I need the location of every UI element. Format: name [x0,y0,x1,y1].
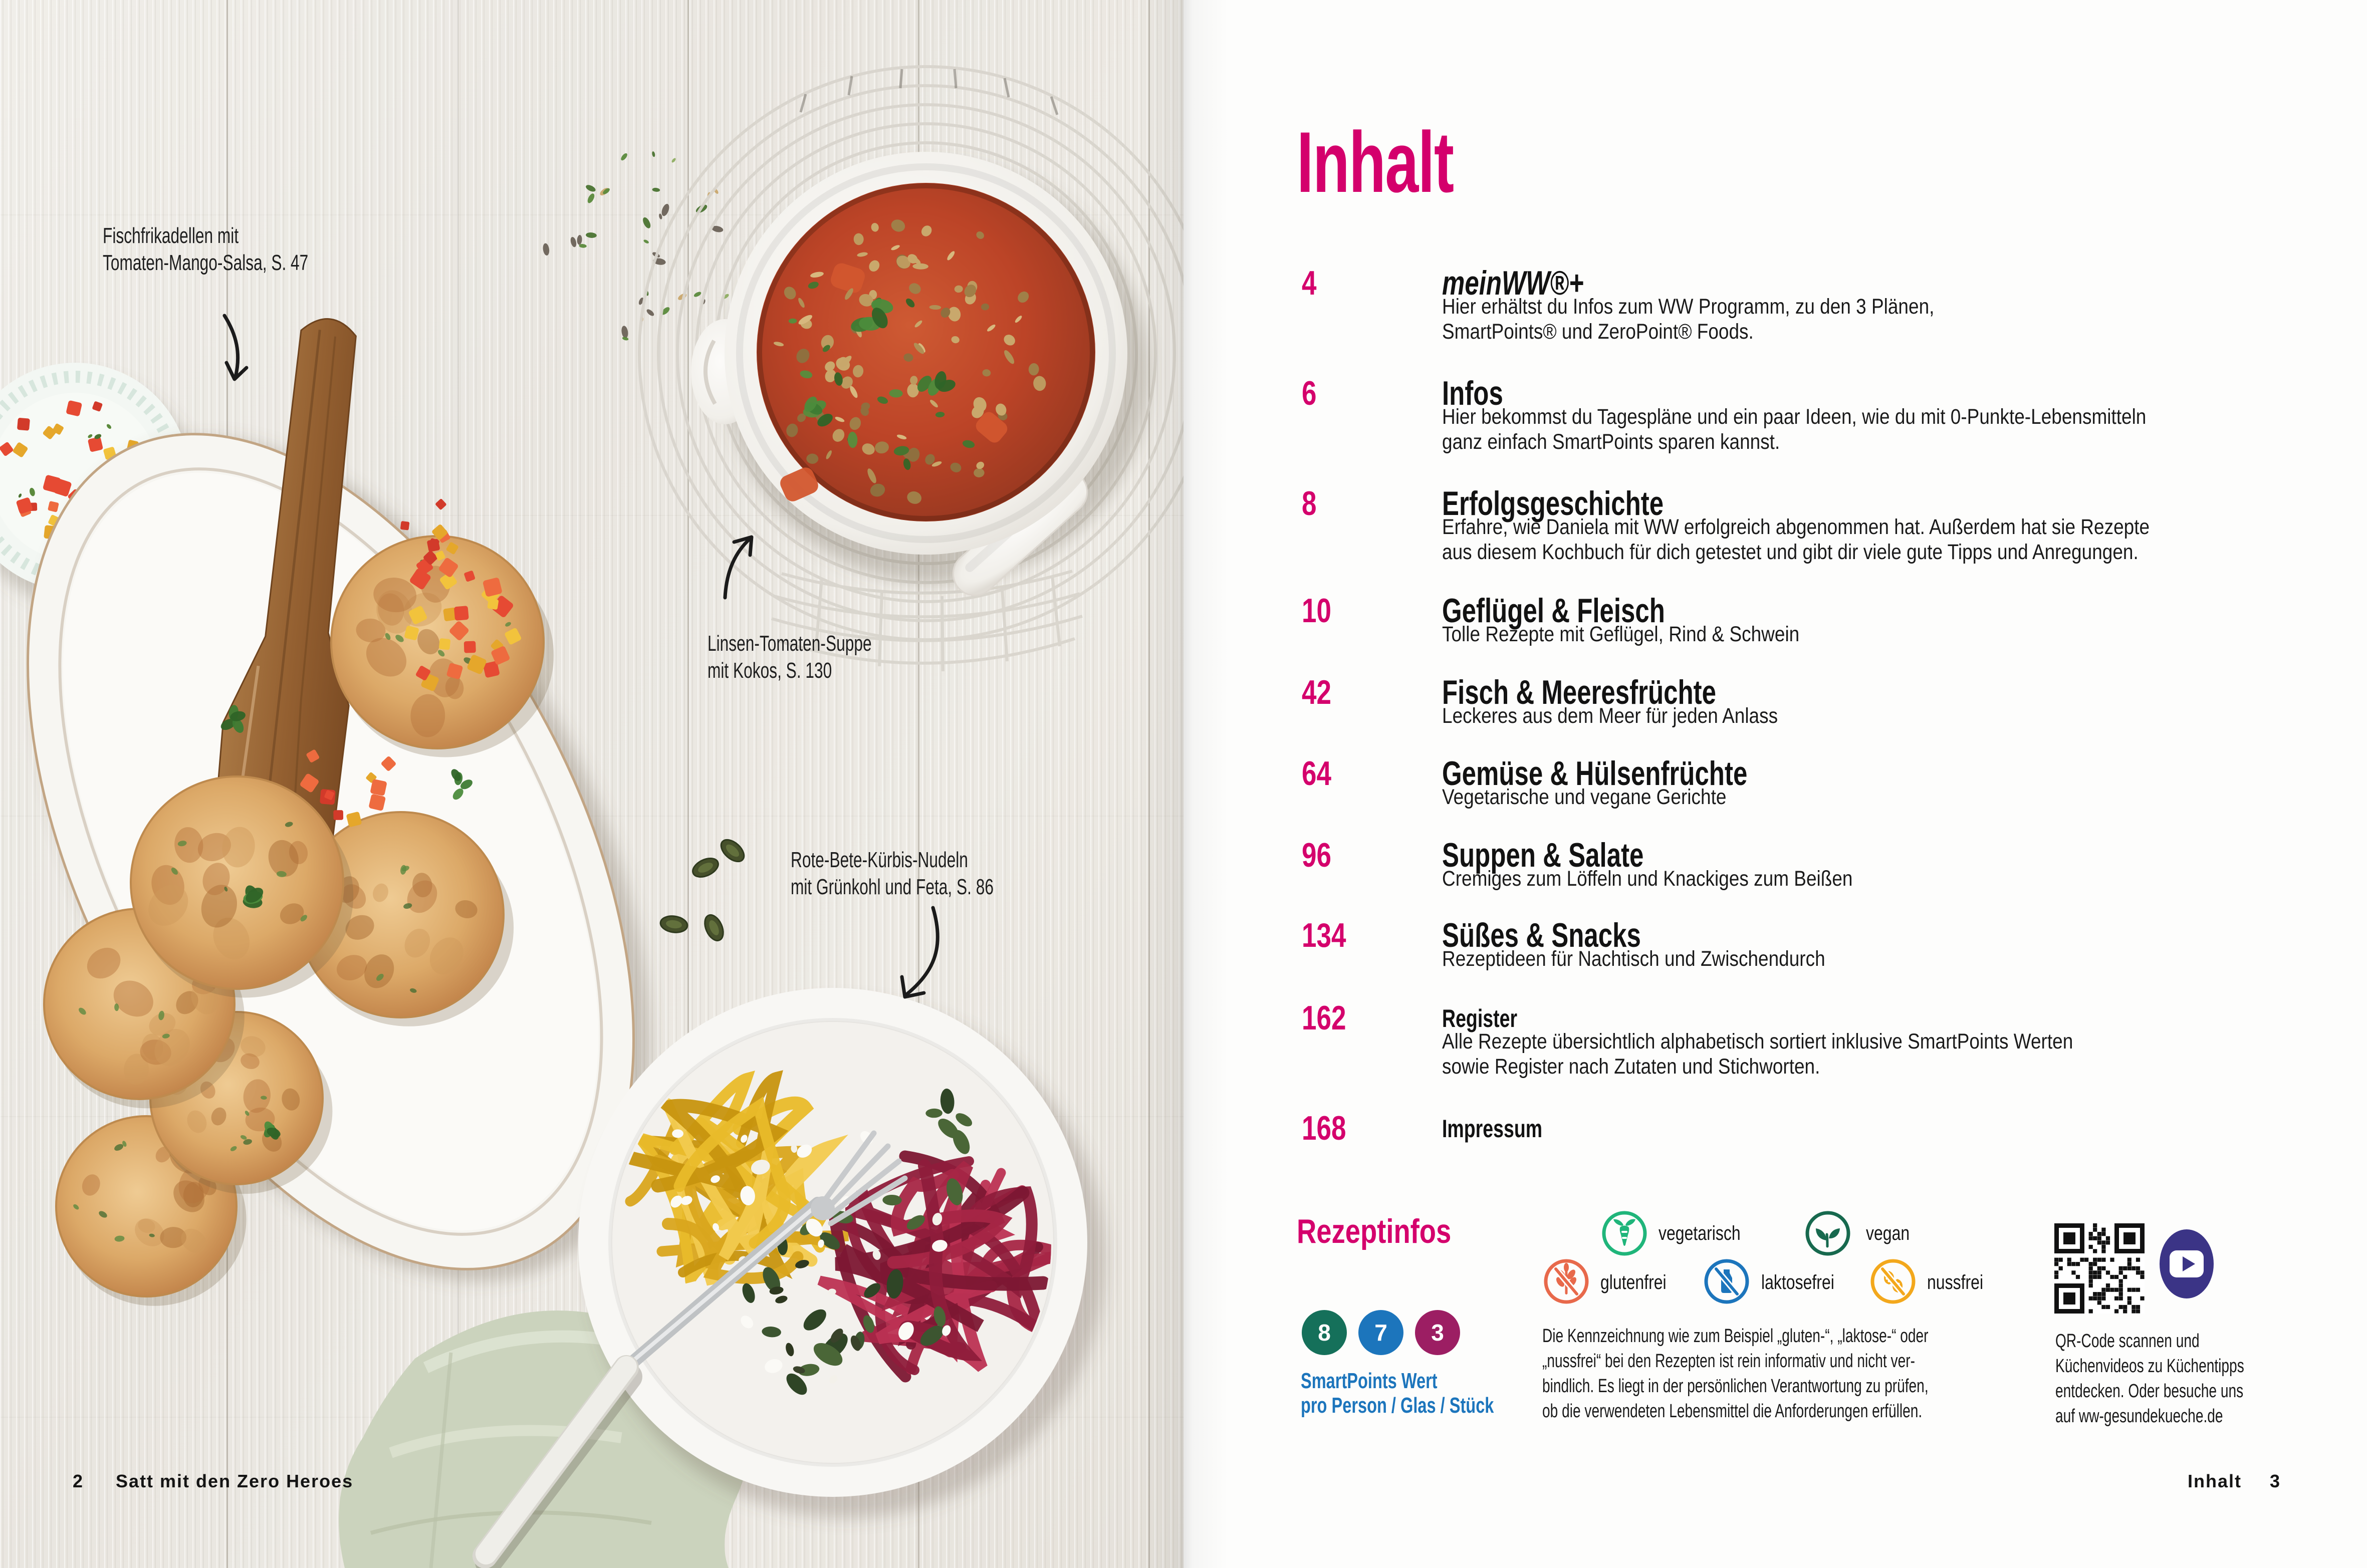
toc-page-number: 64 [1302,754,1331,793]
toc-page-number: 162 [1302,999,1346,1037]
glutenfrei-icon [1542,1257,1590,1305]
left-photo-page: Fischfrikadellen mit Tomaten-Mango-Salsa… [0,0,1184,1568]
toc-entry-description: Tolle Rezepte mit Geflügel, Rind & Schwe… [1442,622,1800,646]
toc-entry-title: Süßes & Snacks [1442,916,1641,954]
noodle-bowl [578,988,1105,1518]
smartpoints-badge-blue: 7 [1358,1310,1403,1355]
salsa-topping [404,558,522,691]
smartpoints-caption: SmartPoints Wert pro Person / Glas / Stü… [1301,1369,1494,1418]
smartpoints-badge-purple: 3 [1415,1310,1460,1355]
toc-page: Inhalt 4 meinWW®+ Hier erhältst du Infos… [1184,0,2367,1568]
footer-right: Inhalt 3 [2188,1471,2281,1492]
scattered-herbs [543,151,729,341]
soup-pot [691,152,1148,596]
photo-caption-fischfrikadellen: Fischfrikadellen mit Tomaten-Mango-Salsa… [103,223,309,275]
footer-section-label: Inhalt [2188,1471,2242,1491]
nussfrei-label: nussfrei [1927,1271,1984,1293]
toc-entry-description: Erfahre, wie Daniela mit WW erfolgreich … [1442,515,2150,564]
footer-left: 2 Satt mit den Zero Heroes [73,1471,353,1492]
rezeptinfos-heading: Rezeptinfos [1297,1212,1452,1250]
toc-entry-title: Infos [1442,374,1503,412]
video-play-icon [2159,1228,2215,1299]
cilantro-garnish [220,299,956,1140]
diet-legend-text: Die Kennzeichnung wie zum Beispiel „glut… [1542,1326,1929,1422]
toc-entry-description: Leckeres aus dem Meer für jeden Anlass [1442,704,1778,728]
toc-entry-title: Gemüse & Hülsenfrüchte [1442,754,1748,793]
toc-page-number: 134 [1302,916,1346,954]
toc-page-number: 96 [1302,836,1331,874]
toc-entry-description: Hier erhältst du Infos zum WW Programm, … [1442,295,1935,344]
rack-ticks [799,69,1059,115]
vegan-icon [1804,1209,1852,1257]
toc-entry-title: Fisch & Meeresfrüchte [1442,673,1717,711]
glutenfrei-label: glutenfrei [1600,1271,1667,1293]
vegetarisch-icon [1600,1209,1648,1257]
toc-page-number: 4 [1302,264,1317,302]
toc-entry-title: Impressum [1442,1115,1543,1143]
toc-page-number: 6 [1302,374,1317,412]
smartpoints-badge-green: 8 [1302,1310,1347,1355]
qr-caption: QR-Code scannen und Küchenvideos zu Küch… [2055,1331,2244,1427]
food-photo-illustration [0,65,1184,1568]
toc-entry-description: Hier bekommst du Tagespläne und ein paar… [1442,405,2147,454]
toc-page-number: 8 [1302,484,1317,522]
fork [472,1130,908,1568]
nussfrei-icon [1869,1257,1917,1305]
page-number-right: 3 [2270,1471,2281,1491]
toc-page-number: 42 [1302,673,1331,711]
toc-entry-title: meinWW®+ [1442,264,1584,302]
qr-code [2054,1223,2145,1314]
annotation-arrows [222,314,939,999]
toc-page-number: 168 [1302,1109,1346,1147]
photo-caption-linsensuppe: Linsen-Tomaten-Suppe mit Kokos, S. 130 [707,631,872,683]
toc-entry-title: Register [1442,1004,1518,1032]
toc-entry-description: Cremiges zum Löffeln und Knackiges zum B… [1442,867,1853,891]
laktosefrei-label: laktosefrei [1761,1271,1834,1293]
page-title: Inhalt [1297,114,1454,210]
toc-page-number: 10 [1302,592,1331,630]
vegan-label: vegan [1866,1222,1910,1244]
laktosefrei-icon [1703,1257,1751,1305]
toc-entry-description: Rezeptideen für Nachtisch und Zwischendu… [1442,947,1825,971]
toc-entry-title: Geflügel & Fleisch [1442,592,1665,630]
toc-entry-title: Erfolgsgeschichte [1442,484,1664,522]
photo-caption-nudeln: Rote-Bete-Kürbis-Nudeln mit Grünkohl und… [791,848,994,899]
book-title: Satt mit den Zero Heroes [116,1471,354,1491]
page-number-left: 2 [73,1471,84,1491]
toc-entry-description: Alle Rezepte übersichtlich alphabetisch … [1442,1029,2073,1079]
vegetarisch-label: vegetarisch [1659,1222,1741,1244]
toc-entry-title: Suppen & Salate [1442,836,1644,874]
toc-entry-description: Vegetarische und vegane Gerichte [1442,785,1727,809]
